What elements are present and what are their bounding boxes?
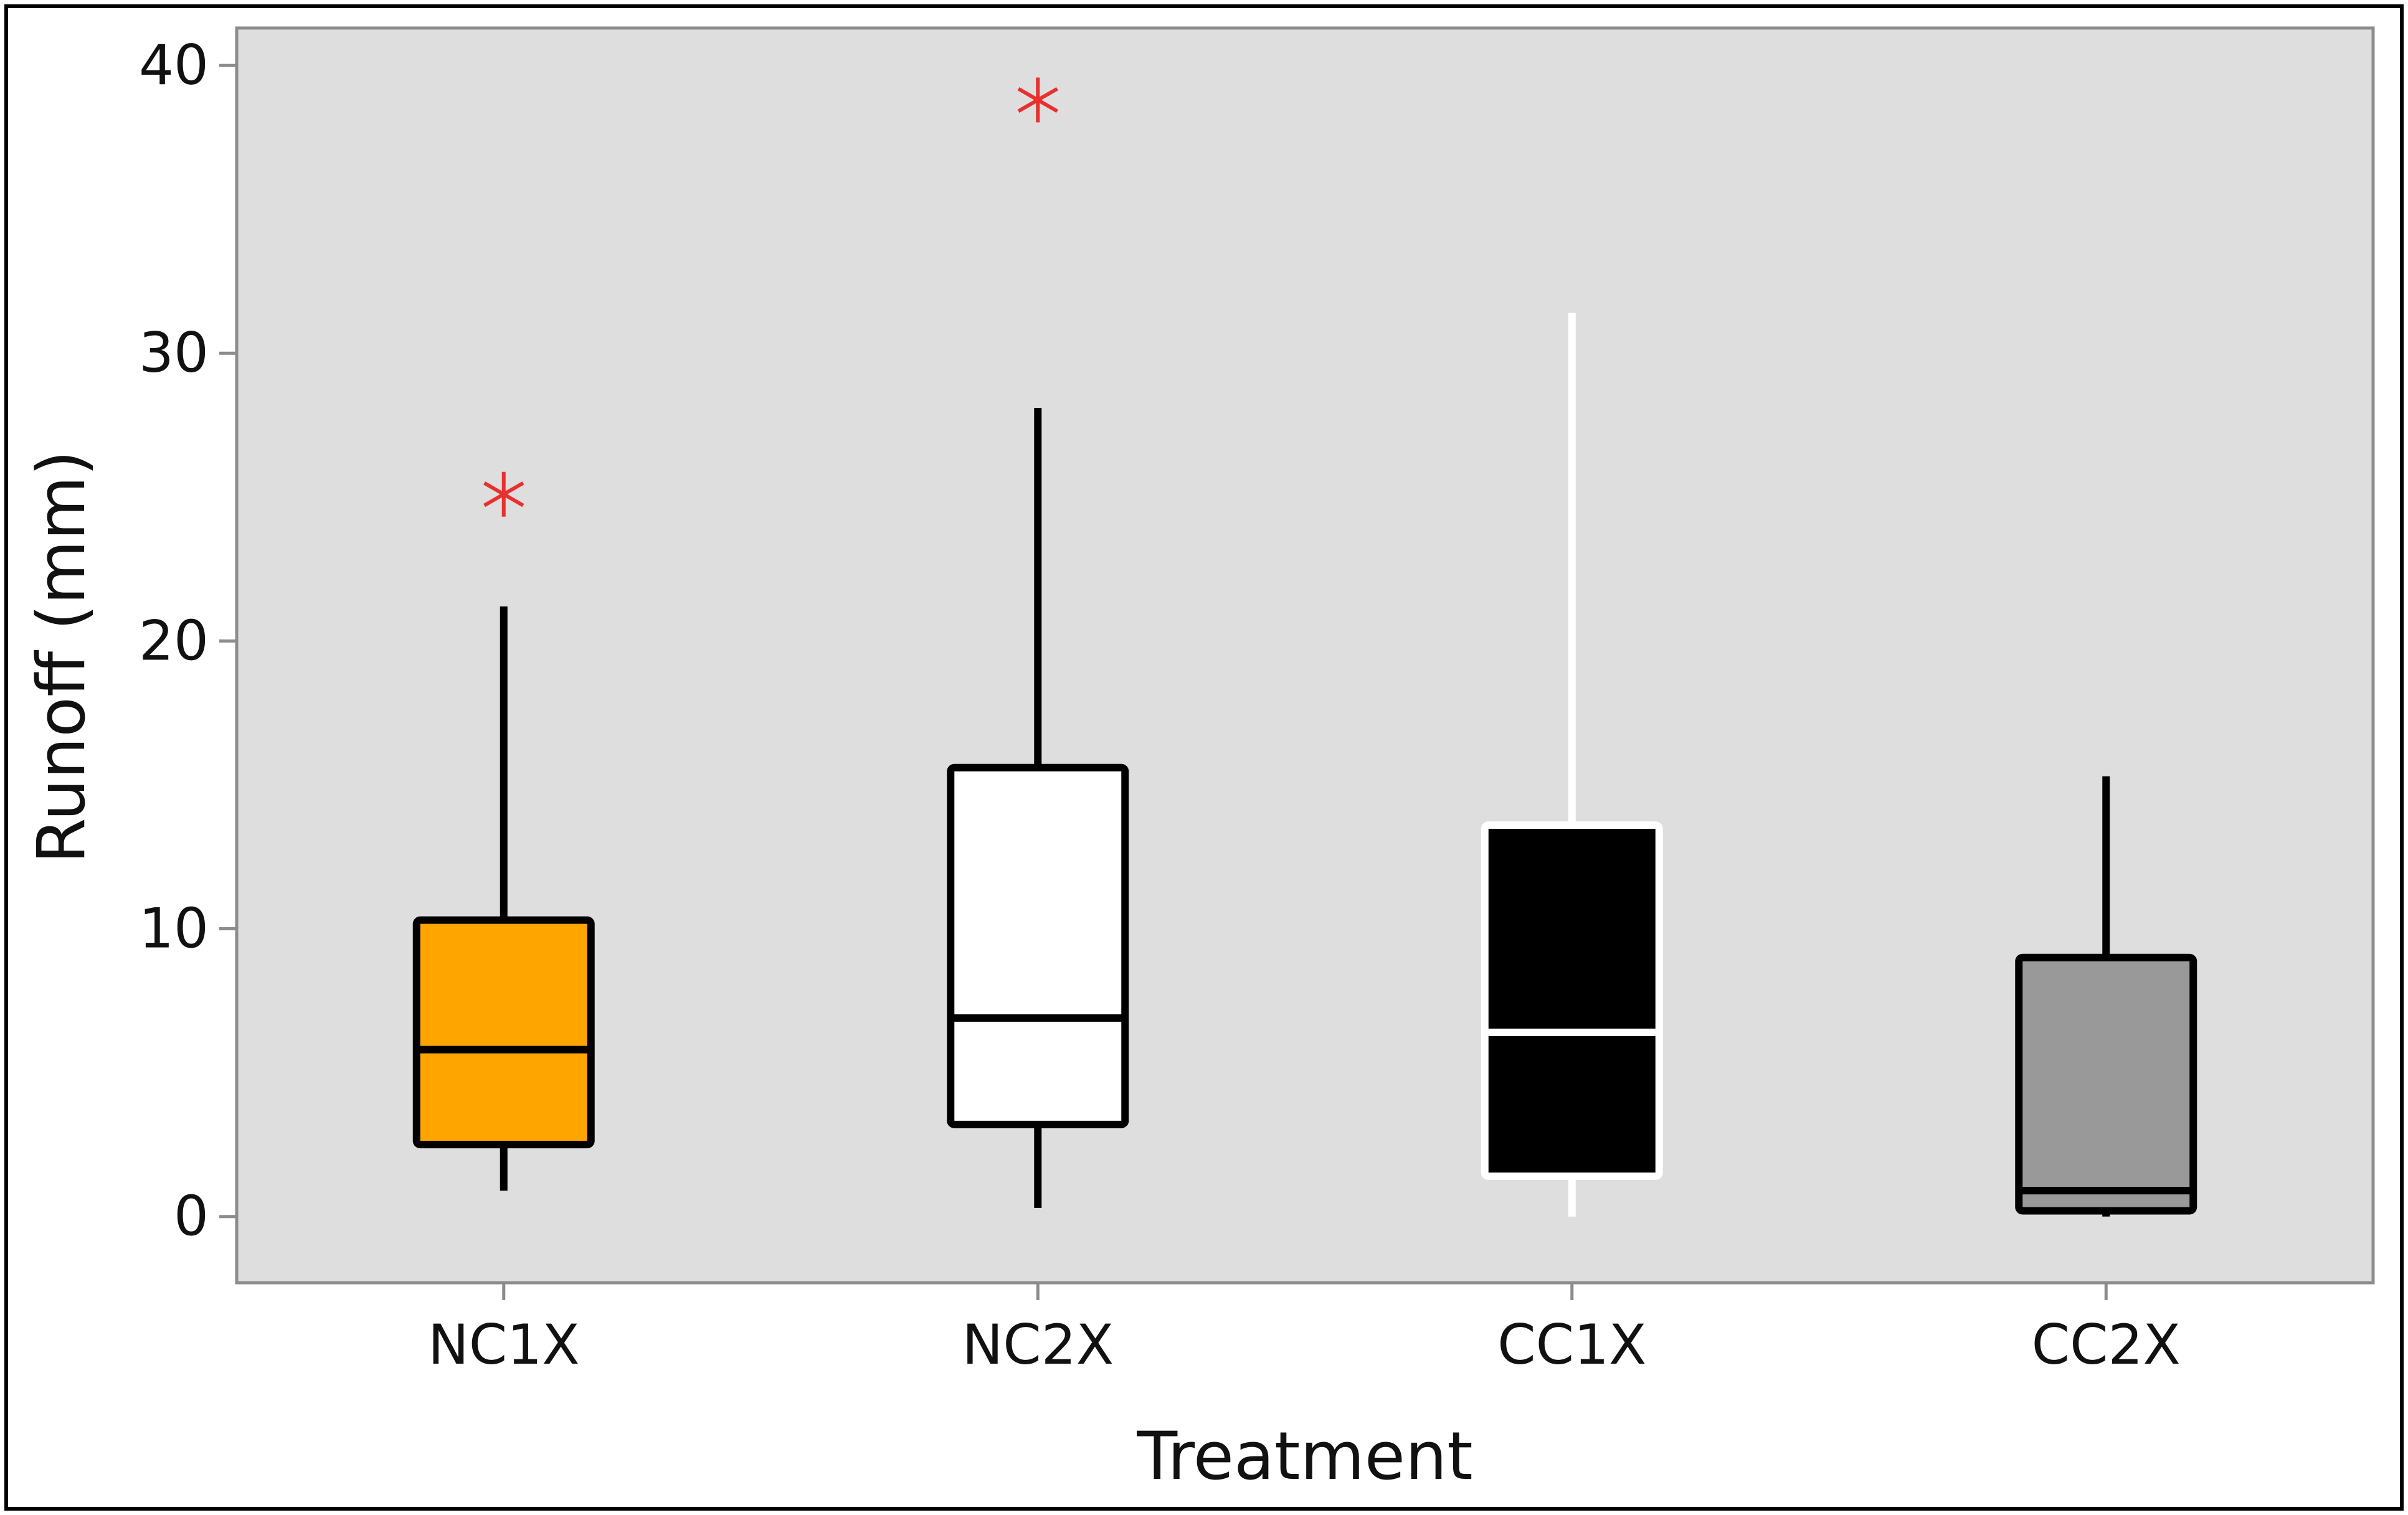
- outlier-stroke: [483, 481, 524, 507]
- y-axis-title: Runoff (mm): [23, 450, 100, 864]
- box-cc1x: [1481, 313, 1663, 1217]
- outlier-nc2x-0: [1017, 77, 1058, 123]
- x-axis: NC1X NC2X CC1X CC2X: [428, 1283, 2181, 1377]
- y-tick-label-10: 10: [139, 897, 209, 961]
- x-tick-label-cc2x: CC2X: [2032, 1313, 2181, 1377]
- iqr-box-cc2x: [2015, 953, 2197, 1215]
- iqr-box-nc2x: [947, 763, 1129, 1128]
- outlier-stroke: [1017, 87, 1058, 113]
- box-nc2x: [947, 77, 1129, 1208]
- iqr-box-nc1x: [412, 916, 595, 1149]
- y-axis: 0 10 20 30 40: [139, 33, 237, 1248]
- y-tick-label-40: 40: [139, 33, 209, 97]
- x-tick-label-nc1x: NC1X: [428, 1313, 580, 1377]
- x-tick-label-cc1x: CC1X: [1497, 1313, 1646, 1377]
- y-tick-label-20: 20: [139, 608, 209, 673]
- y-tick-label-0: 0: [174, 1184, 209, 1248]
- y-tick-label-30: 30: [139, 321, 209, 385]
- box-nc1x: [412, 471, 595, 1191]
- box-group: [412, 77, 2197, 1217]
- outlier-nc1x-0: [483, 471, 524, 517]
- x-tick-label-nc2x: NC2X: [962, 1313, 1114, 1377]
- box-cc2x: [2015, 776, 2197, 1217]
- x-axis-title: Treatment: [1136, 1418, 1472, 1494]
- iqr-box-cc1x: [1481, 821, 1663, 1181]
